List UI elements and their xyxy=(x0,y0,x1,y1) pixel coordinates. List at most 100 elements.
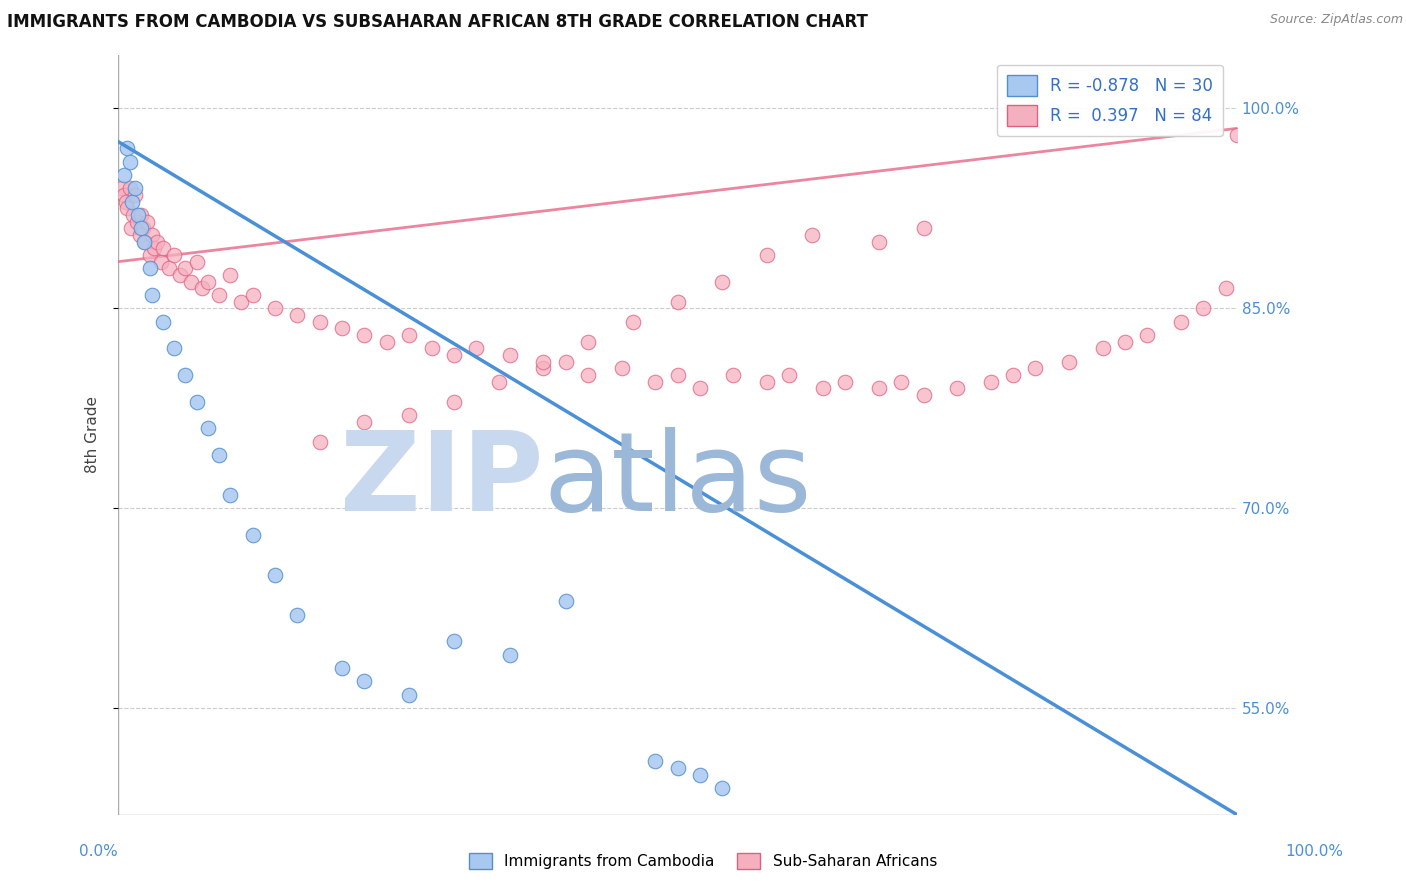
Point xyxy=(778,368,800,382)
Point xyxy=(264,567,287,582)
Point xyxy=(157,261,180,276)
Point xyxy=(120,221,142,235)
Point xyxy=(465,341,488,355)
Point xyxy=(531,361,554,376)
Point xyxy=(174,261,197,276)
Point xyxy=(285,607,308,622)
Point xyxy=(666,761,689,775)
Point xyxy=(1192,301,1215,316)
Point xyxy=(689,381,711,395)
Point xyxy=(946,381,969,395)
Point xyxy=(112,168,135,182)
Point xyxy=(689,767,711,781)
Point xyxy=(149,254,172,268)
Point xyxy=(800,227,823,242)
Point xyxy=(124,188,146,202)
Point xyxy=(499,348,522,362)
Point xyxy=(152,315,174,329)
Point xyxy=(242,528,264,542)
Point xyxy=(242,288,264,302)
Point xyxy=(132,221,155,235)
Point xyxy=(811,381,834,395)
Point xyxy=(134,235,156,249)
Point xyxy=(1024,361,1046,376)
Point xyxy=(353,415,375,429)
Point xyxy=(191,281,214,295)
Point xyxy=(308,315,330,329)
Point xyxy=(118,154,141,169)
Point xyxy=(1002,368,1025,382)
Point xyxy=(644,754,666,768)
Point xyxy=(621,315,644,329)
Point xyxy=(186,394,208,409)
Point xyxy=(912,388,935,402)
Point xyxy=(610,361,633,376)
Point xyxy=(163,248,186,262)
Point xyxy=(128,227,150,242)
Point xyxy=(868,235,890,249)
Point xyxy=(136,215,159,229)
Point xyxy=(711,780,734,795)
Point xyxy=(353,327,375,342)
Legend: R = -0.878   N = 30, R =  0.397   N = 84: R = -0.878 N = 30, R = 0.397 N = 84 xyxy=(997,65,1223,136)
Point xyxy=(1114,334,1136,349)
Point xyxy=(756,248,779,262)
Point xyxy=(443,394,465,409)
Legend: Immigrants from Cambodia, Sub-Saharan Africans: Immigrants from Cambodia, Sub-Saharan Af… xyxy=(463,847,943,875)
Point xyxy=(180,275,202,289)
Point xyxy=(111,181,134,195)
Point xyxy=(980,375,1002,389)
Point xyxy=(163,341,186,355)
Point xyxy=(488,375,510,389)
Point xyxy=(576,368,599,382)
Point xyxy=(308,434,330,449)
Point xyxy=(499,648,522,662)
Point xyxy=(143,241,166,255)
Point xyxy=(208,448,231,462)
Text: ZIP: ZIP xyxy=(340,427,543,534)
Y-axis label: 8th Grade: 8th Grade xyxy=(86,396,100,474)
Point xyxy=(330,321,353,335)
Point xyxy=(141,227,163,242)
Point xyxy=(554,354,576,368)
Point xyxy=(868,381,890,395)
Text: atlas: atlas xyxy=(543,427,811,534)
Point xyxy=(398,327,420,342)
Point xyxy=(129,221,152,235)
Point xyxy=(219,268,242,282)
Point xyxy=(129,208,152,222)
Point xyxy=(186,254,208,268)
Point xyxy=(197,275,219,289)
Point xyxy=(169,268,191,282)
Point xyxy=(330,661,353,675)
Point xyxy=(118,181,141,195)
Point xyxy=(398,408,420,422)
Point xyxy=(146,235,169,249)
Point xyxy=(208,288,231,302)
Point xyxy=(756,375,779,389)
Point xyxy=(554,594,576,608)
Point xyxy=(231,294,253,309)
Point xyxy=(666,294,689,309)
Point xyxy=(1215,281,1237,295)
Point xyxy=(197,421,219,435)
Text: 100.0%: 100.0% xyxy=(1285,845,1344,859)
Point xyxy=(219,488,242,502)
Point xyxy=(264,301,287,316)
Point xyxy=(124,181,146,195)
Point xyxy=(121,194,143,209)
Text: IMMIGRANTS FROM CAMBODIA VS SUBSAHARAN AFRICAN 8TH GRADE CORRELATION CHART: IMMIGRANTS FROM CAMBODIA VS SUBSAHARAN A… xyxy=(7,13,868,31)
Point xyxy=(353,674,375,689)
Point xyxy=(375,334,398,349)
Point xyxy=(1091,341,1114,355)
Point xyxy=(644,375,666,389)
Point xyxy=(834,375,856,389)
Point xyxy=(1057,354,1080,368)
Point xyxy=(132,235,155,249)
Point xyxy=(115,194,138,209)
Point xyxy=(443,348,465,362)
Point xyxy=(420,341,443,355)
Point xyxy=(127,215,149,229)
Point xyxy=(576,334,599,349)
Point xyxy=(531,354,554,368)
